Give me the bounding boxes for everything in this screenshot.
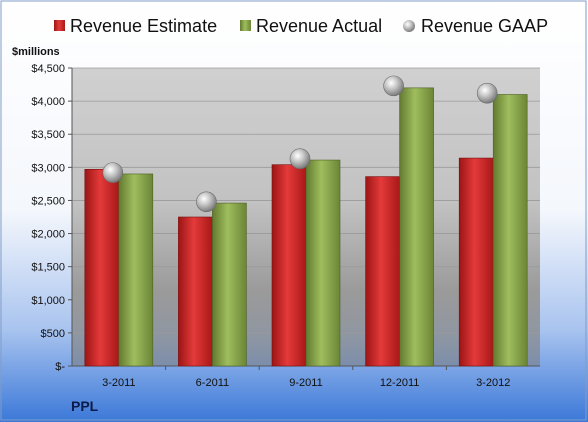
y-tick-label: $-: [55, 361, 65, 373]
x-tick-label: 3-2011: [102, 377, 135, 389]
y-tick-label: $2,500: [31, 195, 65, 207]
legend-label-gaap: Revenue GAAP: [421, 16, 548, 36]
bars: [84, 87, 528, 367]
bar-actual: [305, 159, 341, 367]
bar-actual: [492, 94, 528, 367]
bar-estimate: [84, 169, 120, 367]
y-tick-label: $500: [41, 328, 65, 340]
y-tick-label: $4,500: [31, 63, 65, 75]
bar-actual: [212, 202, 247, 367]
x-tick-label: 3-2012: [476, 377, 510, 389]
legend-swatch-estimate: [54, 20, 65, 31]
bar-estimate: [178, 216, 213, 367]
legend: Revenue Estimate Revenue Actual Revenue …: [54, 16, 548, 36]
y-tick-label: $3,500: [31, 129, 65, 141]
company-label: PPL: [71, 398, 99, 414]
bar-estimate: [271, 164, 307, 367]
x-tick-label: 12-2011: [380, 377, 420, 389]
legend-marker-gaap: [403, 20, 415, 32]
bar-actual: [118, 173, 154, 367]
y-tick-label: $1,000: [31, 295, 65, 307]
marker-gaap: [383, 75, 404, 97]
y-tick-label: $2,000: [31, 229, 65, 241]
legend-label-estimate: Revenue Estimate: [70, 16, 217, 36]
marker-gaap: [102, 162, 124, 183]
gaap-markers: [102, 75, 498, 213]
bar-estimate: [365, 176, 400, 367]
y-tick-label: $4,000: [31, 96, 65, 108]
legend-swatch-actual: [240, 20, 251, 31]
x-tick-label: 6-2011: [196, 377, 229, 389]
legend-label-actual: Revenue Actual: [256, 16, 382, 36]
marker-gaap: [476, 82, 498, 104]
marker-gaap: [289, 148, 311, 170]
x-tick-label: 9-2011: [289, 377, 322, 389]
y-tick-label: $3,000: [31, 162, 65, 174]
y-axis-unit-label: $millions: [12, 46, 60, 58]
bar-estimate: [458, 157, 494, 367]
y-tick-label: $1,500: [31, 262, 65, 274]
marker-gaap: [196, 191, 217, 213]
x-axis-ticks: 3-2011 6-2011 9-2011 12-2011 3-2012: [102, 366, 510, 389]
bar-actual: [399, 87, 434, 367]
